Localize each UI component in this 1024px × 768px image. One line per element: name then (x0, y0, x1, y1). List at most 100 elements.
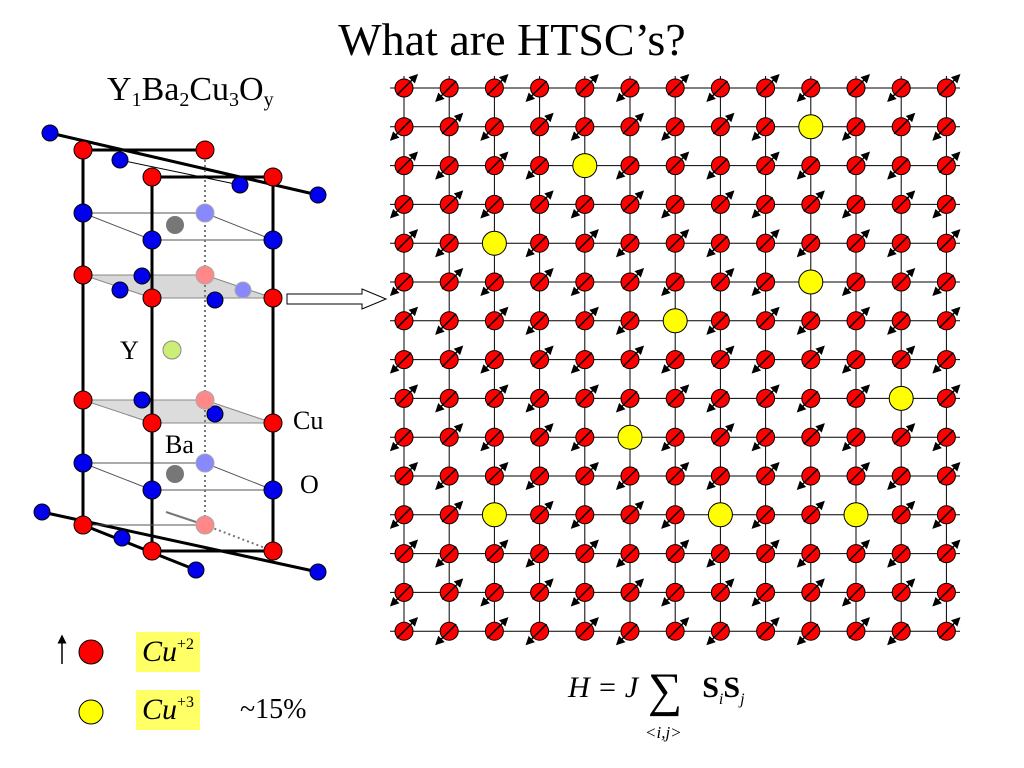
spin-down-arrow (435, 158, 457, 180)
spin-down-arrow (615, 546, 638, 568)
spin-down-arrow (887, 313, 909, 335)
spin-down-arrow (389, 196, 412, 219)
spin-up-arrow (938, 539, 961, 562)
spin-down-arrow (435, 80, 457, 103)
spin-up-arrow (848, 306, 871, 329)
spin-up-arrow (441, 267, 464, 290)
spin-up-arrow (712, 578, 735, 600)
legend-cu2-base: Cu (142, 635, 178, 668)
spin-down-arrow (615, 313, 638, 335)
spin-down-arrow (570, 507, 593, 529)
spin-up-arrow (486, 539, 509, 562)
cu3-hole-site (888, 385, 914, 411)
cell-bottom-right-dotted (204, 524, 274, 552)
spin-up-arrow (938, 73, 961, 96)
spin-down-arrow (480, 274, 502, 297)
spin-up-arrow (577, 306, 599, 329)
legend-cu3-charge: +3 (177, 694, 195, 711)
spin-down-arrow (841, 429, 864, 452)
hamiltonian-sum-index: <i,j> (645, 723, 682, 742)
spin-down-arrow (525, 390, 548, 413)
o-atom-faded (195, 453, 215, 473)
spin-down-arrow (706, 546, 728, 568)
spin-down-arrow (661, 507, 683, 529)
spin-up-arrow (893, 267, 916, 290)
spin-down-arrow (751, 429, 774, 452)
spin-down-arrow (796, 546, 819, 568)
spin-down-arrow (525, 80, 548, 103)
o-atom (263, 230, 283, 250)
spin-down-arrow (525, 158, 548, 180)
o-atom (113, 529, 131, 547)
copper-atoms (73, 140, 283, 561)
spin-down-arrow (796, 623, 819, 646)
o-atom (133, 391, 151, 409)
spin-down-arrow (615, 80, 638, 103)
spin-down-arrow (435, 390, 457, 413)
legend-cu3-marker (78, 699, 104, 725)
spin-up-arrow (758, 73, 780, 96)
spin-up-arrow (532, 112, 554, 135)
cu-atom (263, 288, 283, 308)
spin-down-arrow (389, 584, 412, 607)
spin-up-arrow (938, 229, 961, 251)
spin-down-arrow (887, 80, 909, 103)
spin-down-arrow (706, 468, 728, 491)
spin-down-arrow (615, 390, 638, 413)
spin-down-arrow (389, 429, 412, 452)
chain-top-back (49, 131, 319, 197)
label-barium: Ba (165, 430, 194, 459)
spin-up-arrow (396, 229, 419, 251)
o-atom (33, 503, 51, 521)
spin-down-arrow (932, 429, 954, 452)
o-atom (309, 563, 327, 581)
spin-down-arrow (887, 468, 909, 491)
spin-up-arrow (486, 461, 509, 484)
spin-up-arrow (396, 151, 419, 174)
spin-up-arrow (848, 229, 871, 251)
spin-up-arrow (622, 112, 645, 135)
spin-down-arrow (570, 352, 593, 374)
spin-up-arrow (893, 500, 916, 523)
spin-down-arrow (389, 507, 412, 529)
spin-down-arrow (525, 235, 548, 258)
spin-down-arrow (435, 468, 457, 491)
o-atom (206, 405, 224, 423)
spin-up-arrow (848, 151, 871, 174)
ba-atom-upper (166, 216, 184, 234)
spin-down-arrow (615, 623, 638, 646)
spin-down-arrow (435, 313, 457, 335)
spin-down-arrow (570, 584, 593, 607)
o-atom (206, 291, 224, 309)
formula-cu-count: 3 (229, 89, 240, 111)
o-atom (231, 176, 249, 194)
spin-down-arrow (661, 429, 683, 452)
cu3-hole-site (798, 114, 824, 140)
spin-up-arrow (667, 73, 690, 96)
spin-up-arrow (712, 423, 735, 445)
spin-up-arrow (893, 345, 916, 368)
cu-atom (142, 541, 162, 561)
spin-up-arrow (622, 578, 645, 600)
spin-up-arrow (622, 500, 645, 523)
spin-down-arrow (615, 158, 638, 180)
spin-up-arrow (803, 345, 825, 368)
legend-cu2-marker (78, 639, 104, 665)
spin-down-arrow (389, 352, 412, 374)
spin-up-arrow (486, 306, 509, 329)
legend-cu2-charge: +2 (177, 636, 195, 653)
spin-up-arrow (532, 578, 554, 600)
spin-up-arrow (848, 617, 871, 639)
spin-down-arrow (480, 429, 502, 452)
spin-up-arrow (441, 423, 464, 445)
spin-down-arrow (932, 352, 954, 374)
formula-cu: Cu (189, 71, 230, 108)
spin-down-arrow (525, 623, 548, 646)
spin-up-arrow (893, 190, 916, 212)
cu3-hole-site (843, 502, 869, 528)
spin-up-arrow (667, 229, 690, 251)
spin-up-arrow (803, 578, 825, 600)
spin-down-arrow (887, 546, 909, 568)
spin-down-arrow (480, 119, 502, 141)
spin-down-arrow (661, 119, 683, 141)
